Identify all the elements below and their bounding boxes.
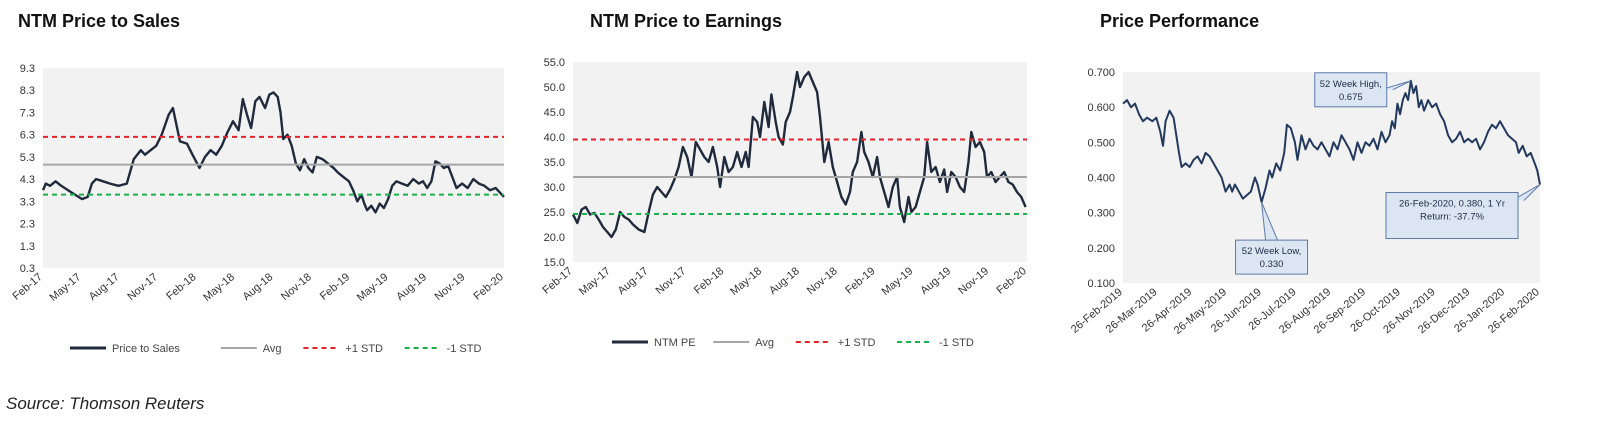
y-tick-label: 0.300 [1087, 208, 1115, 220]
legend-label: +1 STD [345, 343, 383, 355]
x-tick-label: Aug-19 [394, 271, 429, 303]
x-tick-label: Feb-18 [164, 271, 198, 303]
y-tick-label: 25.0 [544, 207, 565, 219]
plot-area [573, 62, 1027, 262]
chart-title: NTM Price to Sales [18, 11, 180, 31]
x-tick-label: May-17 [48, 271, 84, 304]
x-tick-label: May-19 [355, 271, 391, 304]
callout-box [1235, 239, 1309, 275]
x-tick-label: Feb-17 [541, 265, 575, 297]
source-note: Source: Thomson Reuters [6, 394, 205, 413]
y-tick-label: 4.3 [20, 174, 35, 186]
x-tick-label: Feb-20 [472, 271, 506, 303]
y-tick-label: 9.3 [20, 63, 35, 75]
x-tick-label: Nov-19 [956, 265, 991, 297]
x-tick-label: Aug-17 [87, 271, 122, 303]
y-tick-label: 0.100 [1087, 278, 1115, 290]
legend-label: Avg [755, 337, 774, 349]
y-tick-label: 30.0 [544, 182, 565, 194]
y-tick-label: 15.0 [544, 257, 565, 269]
x-tick-label: Aug-17 [616, 265, 651, 297]
y-tick-label: 0.500 [1087, 137, 1115, 149]
x-tick-label: Nov-18 [279, 271, 314, 303]
y-tick-label: 7.3 [20, 107, 35, 119]
y-tick-label: 0.3 [20, 263, 35, 275]
y-tick-label: 1.3 [20, 241, 35, 253]
legend-label: -1 STD [447, 343, 482, 355]
x-tick-label: May-18 [728, 265, 764, 298]
x-tick-label: Feb-20 [995, 265, 1029, 297]
y-tick-label: 20.0 [544, 232, 565, 244]
x-tick-label: Nov-18 [805, 265, 840, 297]
chart-1: NTM Price to Sales 9.3 8.3 7.3 6.3 5.3 4.3 3.3 2… [11, 11, 506, 355]
callout-text: Return: -37.7% [1420, 212, 1484, 223]
plot-area [43, 68, 504, 268]
callout-box [1385, 192, 1519, 240]
y-tick-label: 2.3 [20, 219, 35, 231]
x-tick-label: Aug-18 [241, 271, 276, 303]
callout-box [1314, 72, 1388, 108]
y-tick-label: 0.400 [1087, 173, 1115, 185]
y-tick-label: 0.600 [1087, 102, 1115, 114]
series-line [41, 91, 505, 214]
callout-text: 26-Feb-2020, 0.380, 1 Yr [1399, 199, 1505, 210]
y-tick-label: 6.3 [20, 130, 35, 142]
legend-label: -1 STD [939, 337, 974, 349]
callout-pointer [1380, 80, 1411, 91]
x-tick-label: May-18 [201, 271, 237, 304]
y-tick-label: 8.3 [20, 85, 35, 97]
x-tick-label: May-17 [577, 265, 613, 298]
legend-label: Avg [263, 343, 282, 355]
y-tick-label: 35.0 [544, 157, 565, 169]
x-tick-label: Aug-18 [767, 265, 802, 297]
y-tick-label: 45.0 [544, 107, 565, 119]
chart-title: NTM Price to Earnings [590, 11, 782, 31]
series-line [1122, 79, 1541, 204]
y-tick-label: 3.3 [20, 196, 35, 208]
y-tick-label: 5.3 [20, 152, 35, 164]
callout-text: 0.675 [1339, 92, 1363, 103]
chart-title: Price Performance [1100, 11, 1259, 31]
callout-pointer [1261, 201, 1279, 241]
y-tick-label: 50.0 [544, 82, 565, 94]
legend-label: +1 STD [838, 337, 876, 349]
y-tick-label: 0.700 [1087, 67, 1115, 79]
chart-2: NTM Price to Earnings 55.0 50.0 45.0 40.0 35.… [541, 11, 1029, 349]
callout-pointer [1511, 184, 1541, 201]
x-tick-label: Feb-17 [11, 271, 45, 303]
legend-label: NTM PE [654, 337, 696, 349]
x-tick-label: Nov-17 [654, 265, 689, 297]
callout-text: 52 Week Low, [1242, 246, 1302, 257]
y-tick-label: 55.0 [544, 57, 565, 69]
y-tick-label: 0.200 [1087, 243, 1115, 255]
series-line [571, 70, 1027, 239]
x-tick-label: Feb-19 [318, 271, 352, 303]
chart-3: Price Performance 0.700 0.600 0.500 0.400 0.3… [1069, 11, 1542, 337]
callout-text: 0.330 [1260, 259, 1284, 270]
x-tick-label: May-19 [880, 265, 916, 298]
charts-canvas: NTM Price to Sales 9.3 8.3 7.3 6.3 5.3 4.3 3.3 2… [11, 11, 1542, 355]
x-tick-label: Nov-17 [125, 271, 160, 303]
x-tick-label: Nov-19 [433, 271, 468, 303]
x-tick-label: Feb-18 [692, 265, 726, 297]
y-tick-label: 40.0 [544, 132, 565, 144]
legend-label: Price to Sales [112, 343, 180, 355]
callout-text: 52 Week High, [1320, 79, 1382, 90]
x-tick-label: Feb-19 [843, 265, 877, 297]
x-tick-label: Aug-19 [918, 265, 953, 297]
